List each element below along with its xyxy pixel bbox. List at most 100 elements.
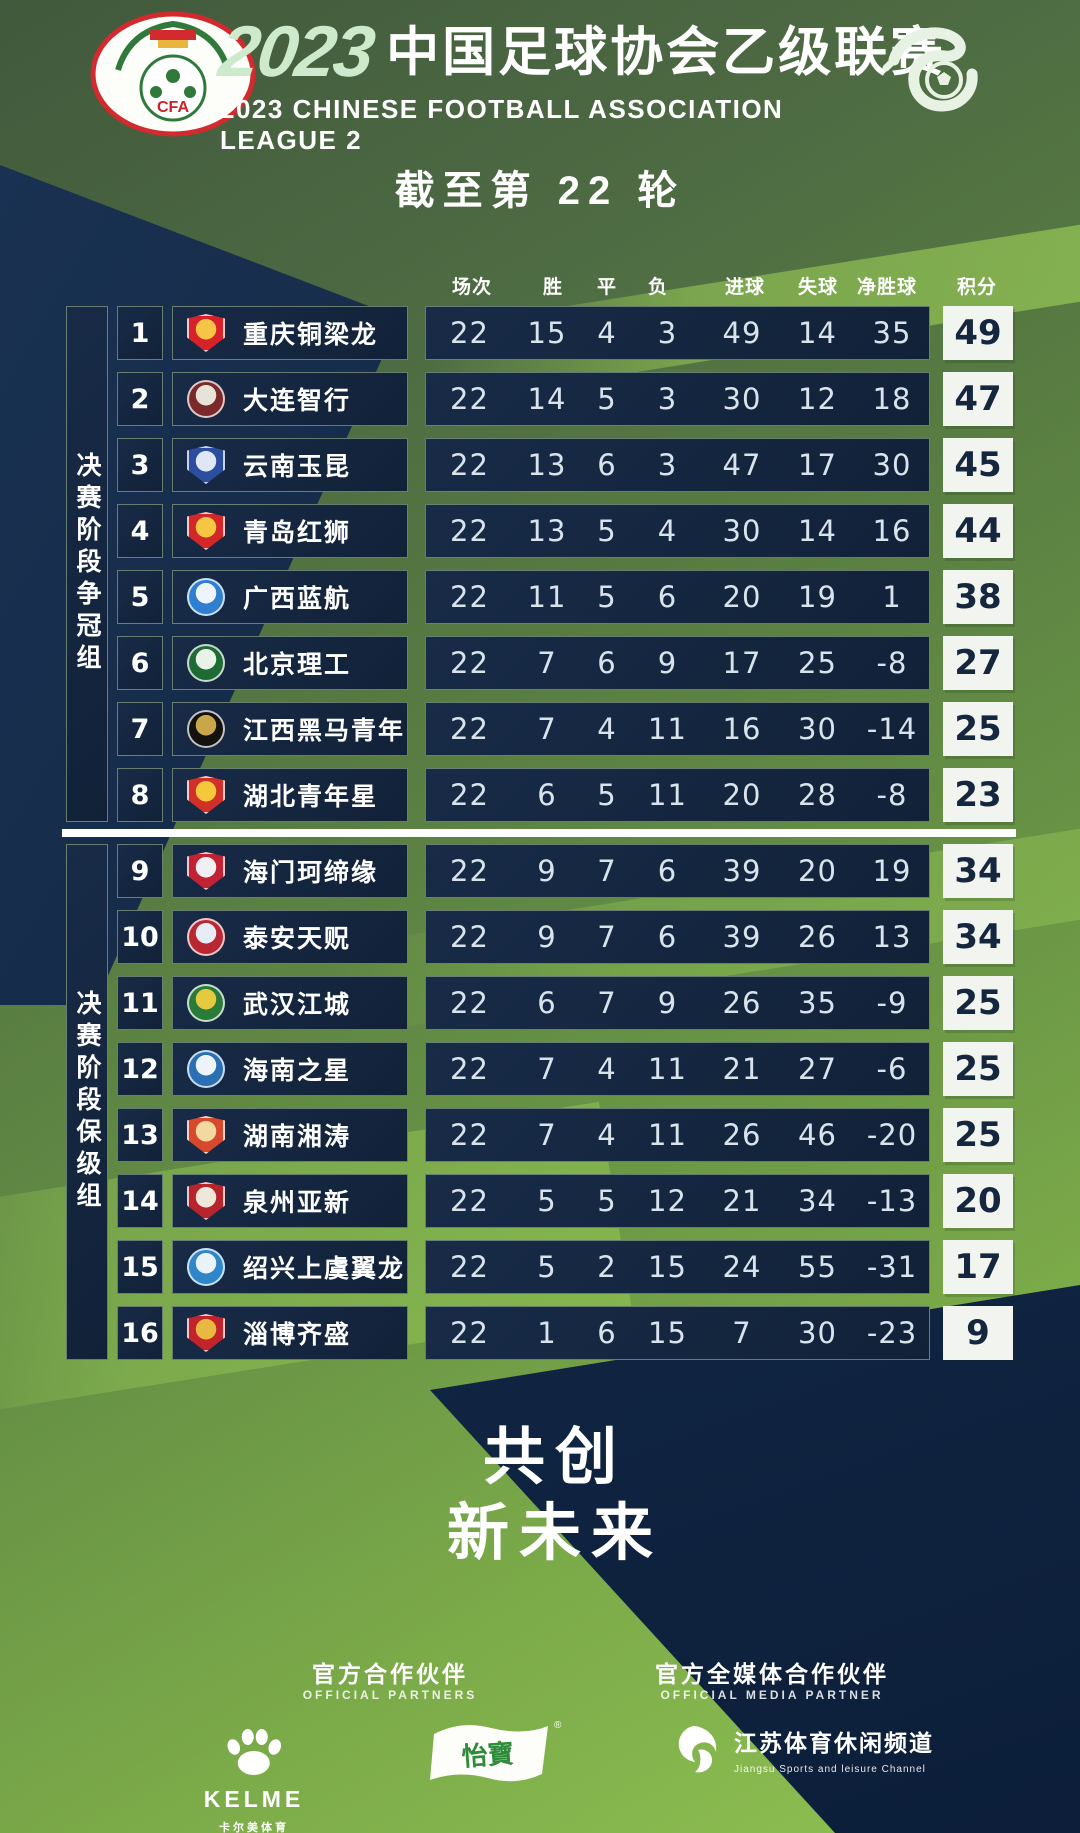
team-logo (187, 852, 225, 890)
stat-p: 22 (450, 920, 489, 954)
stat-ga: 46 (798, 1118, 837, 1152)
stat-gd: 1 (882, 580, 902, 614)
stat-gd: 30 (872, 448, 912, 482)
stat-p: 22 (450, 712, 489, 746)
yibao-wordmark: 怡寶 (461, 1738, 515, 1772)
stats-grid: 22 9 7 6 39 20 19 (426, 845, 929, 897)
stat-w: 7 (537, 646, 557, 680)
col-head-wins: 胜 (542, 277, 564, 298)
team-cell: 淄博齐盛 (172, 1306, 408, 1360)
partners-heading-en: OFFICIAL PARTNERS (302, 1688, 478, 1702)
rank-number: 15 (121, 1251, 159, 1283)
stat-gd: -6 (876, 1052, 908, 1086)
team-name: 江西黑马青年 (243, 717, 406, 745)
stat-gf: 49 (722, 316, 762, 350)
points-cell: 49 (943, 306, 1013, 360)
league-title: 2023 中国足球协会乙级联赛 (214, 12, 946, 92)
stats-cell: 22 9 7 6 39 20 19 (425, 844, 930, 898)
stat-gd: -31 (866, 1250, 918, 1284)
stat-d: 2 (597, 1250, 617, 1284)
stats-cell: 22 7 4 11 16 30 -14 (425, 702, 930, 756)
rank-number: 8 (130, 779, 150, 811)
col-head-goals-against: 失球 (797, 277, 839, 298)
team-cell: 海门珂缔缘 (172, 844, 408, 898)
col-head-points: 积分 (956, 277, 998, 298)
rank-number: 5 (130, 581, 150, 613)
rank-cell: 7 (117, 702, 163, 756)
stat-ga: 14 (798, 514, 837, 548)
points-value: 17 (954, 1247, 1002, 1287)
stat-gd: 35 (872, 316, 912, 350)
stat-gf: 17 (722, 646, 762, 680)
stat-gd: 13 (872, 920, 912, 954)
stats-cell: 22 14 5 3 30 12 18 (425, 372, 930, 426)
points-value: 25 (954, 1115, 1002, 1155)
team-name: 海南之星 (243, 1057, 352, 1085)
points-value: 44 (954, 511, 1002, 551)
points-cell: 25 (943, 1108, 1013, 1162)
team-logo (187, 578, 225, 616)
stat-gd: -8 (876, 778, 908, 812)
stat-gf: 26 (722, 1118, 762, 1152)
team-logo (187, 1182, 225, 1220)
stat-w: 5 (537, 1184, 557, 1218)
points-value: 25 (954, 709, 1002, 749)
jiangsu-channel-caption: Jiangsu Sports and leisure Channel (734, 1763, 926, 1775)
rank-number: 3 (130, 449, 150, 481)
stat-gf: 26 (722, 986, 762, 1020)
stat-w: 6 (537, 778, 557, 812)
stat-w: 7 (537, 1118, 557, 1152)
rank-cell: 8 (117, 768, 163, 822)
stats-grid: 22 6 7 9 26 35 -9 (426, 977, 929, 1029)
stat-d: 5 (597, 778, 617, 812)
stats-cell: 22 5 2 15 24 55 -31 (425, 1240, 930, 1294)
stats-grid: 22 5 2 15 24 55 -31 (426, 1241, 929, 1293)
rank-number: 7 (130, 713, 150, 745)
stat-p: 22 (450, 382, 489, 416)
stat-gd: -20 (866, 1118, 918, 1152)
stat-gd: -23 (866, 1316, 918, 1350)
team-cell: 广西蓝航 (172, 570, 408, 624)
slogan: 共创 新未来 (0, 1420, 1080, 1572)
stat-gf: 47 (722, 448, 762, 482)
points-cell: 25 (943, 1042, 1013, 1096)
registered-mark: ® (554, 1720, 562, 1731)
stats-cell: 22 5 5 12 21 34 -13 (425, 1174, 930, 1228)
stat-p: 22 (450, 448, 489, 482)
sponsor-yibao-logo: 怡寶 ® (430, 1720, 562, 1782)
stat-ga: 26 (798, 920, 837, 954)
stat-d: 4 (597, 316, 617, 350)
points-value: 23 (954, 775, 1002, 815)
stat-gd: -14 (866, 712, 918, 746)
rank-number: 9 (130, 855, 150, 887)
team-cell: 重庆铜梁龙 (172, 306, 408, 360)
points-cell: 34 (943, 910, 1013, 964)
col-head-goal-diff: 净胜球 (856, 277, 918, 298)
stat-d: 7 (597, 986, 617, 1020)
stat-gd: 16 (872, 514, 912, 548)
stat-p: 22 (450, 646, 489, 680)
stat-d: 5 (597, 382, 617, 416)
stat-ga: 27 (798, 1052, 837, 1086)
rank-cell: 1 (117, 306, 163, 360)
stats-grid: 22 7 4 11 16 30 -14 (426, 703, 929, 755)
points-value: 9 (966, 1313, 990, 1353)
team-logo (187, 314, 225, 352)
points-cell: 38 (943, 570, 1013, 624)
points-value: 38 (954, 577, 1002, 617)
stat-gf: 24 (722, 1250, 762, 1284)
stat-gf: 20 (722, 778, 762, 812)
stats-grid: 22 7 4 11 26 46 -20 (426, 1109, 929, 1161)
cfa-badge-text: CFA (157, 99, 189, 116)
cfa-logo: CFA (90, 11, 256, 137)
stat-ga: 55 (798, 1250, 837, 1284)
stat-l: 11 (648, 1052, 687, 1086)
stats-cell: 22 1 6 15 7 30 -23 (425, 1306, 930, 1360)
points-cell: 25 (943, 976, 1013, 1030)
rank-cell: 4 (117, 504, 163, 558)
stat-ga: 34 (798, 1184, 837, 1218)
stats-cell: 22 6 7 9 26 35 -9 (425, 976, 930, 1030)
stat-l: 6 (657, 920, 678, 954)
partners-heading-cn: 官方合作伙伴 (312, 1661, 468, 1687)
stat-p: 22 (450, 1118, 489, 1152)
